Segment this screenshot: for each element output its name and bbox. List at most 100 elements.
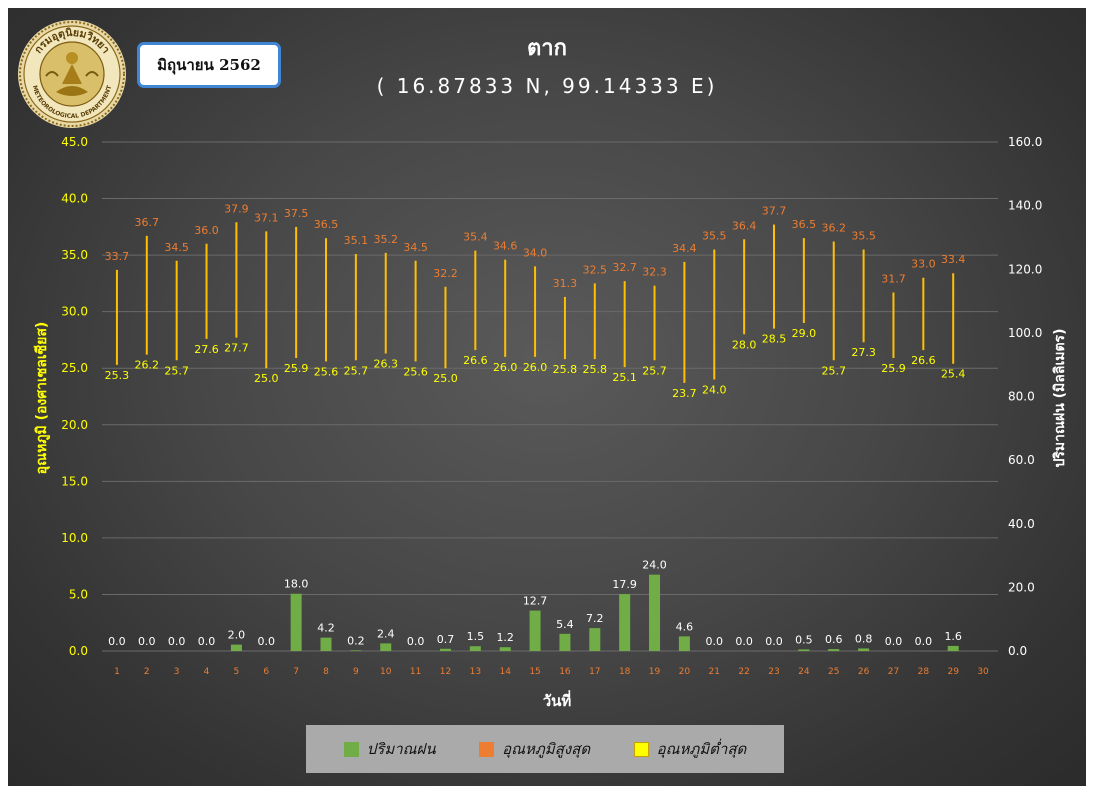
chart-frame: กรมอุตุนิยมวิทยา METEOROLOGICAL DEPARTME… <box>8 8 1086 786</box>
rain-bar <box>828 649 840 651</box>
tmin-data-label: 25.8 <box>583 363 608 376</box>
tmax-data-label: 37.1 <box>254 211 279 224</box>
legend-swatch-tmin <box>633 741 649 757</box>
y-right-tick-label: 140.0 <box>1008 199 1042 213</box>
rain-bar <box>589 628 601 651</box>
tmin-data-label: 27.6 <box>194 343 219 356</box>
rain-bar <box>469 646 481 651</box>
y-left-tick-label: 30.0 <box>61 305 88 319</box>
tmin-data-label: 25.3 <box>105 369 130 382</box>
rain-bar <box>230 644 242 651</box>
tmin-data-label: 25.7 <box>164 364 189 377</box>
x-axis-label: วันที่ <box>543 690 572 710</box>
rain-bar <box>290 593 302 651</box>
tmax-data-label: 32.5 <box>583 263 608 276</box>
rain-data-label: 1.6 <box>944 630 962 643</box>
x-tick-label: 23 <box>768 667 779 677</box>
weather-chart: 0.0 33.7 25.3 0.0 36.7 26.2 0.0 34.5 25.7 0.0 36.0… <box>34 135 1068 710</box>
y-left-tick-label: 20.0 <box>61 418 88 432</box>
page-subtitle: ( 16.87833 N, 99.14333 E) <box>376 74 718 98</box>
rain-data-label: 1.5 <box>467 630 485 643</box>
tmax-data-label: 37.9 <box>224 202 249 215</box>
y-left-tick-label: 35.0 <box>61 248 88 262</box>
y-right-tick-label: 80.0 <box>1008 390 1035 404</box>
tmax-data-label: 34.5 <box>403 241 428 254</box>
rain-bar <box>649 574 661 651</box>
x-tick-label: 26 <box>858 667 870 677</box>
rain-data-label: 18.0 <box>284 578 309 591</box>
rain-data-label: 2.0 <box>228 629 246 642</box>
legend-swatch-rain <box>343 741 359 757</box>
y-left-tick-label: 0.0 <box>69 644 88 658</box>
legend-label-tmin: อุณหภูมิต่ำสุด <box>656 740 747 758</box>
y-right-tick-label: 60.0 <box>1008 453 1035 467</box>
tmax-data-label: 35.1 <box>344 234 369 247</box>
rain-data-label: 0.0 <box>915 635 933 648</box>
tmin-data-label: 25.6 <box>403 365 428 378</box>
tmax-data-label: 37.5 <box>284 207 309 220</box>
tmax-data-label: 32.3 <box>642 266 667 279</box>
y-right-tick-label: 120.0 <box>1008 262 1042 276</box>
x-tick-label: 19 <box>649 667 661 677</box>
rain-data-label: 0.5 <box>795 633 813 646</box>
rain-bar <box>529 610 541 651</box>
rain-data-label: 0.0 <box>765 635 783 648</box>
rain-data-label: 0.6 <box>825 633 843 646</box>
rain-data-label: 1.2 <box>496 631 514 644</box>
legend-item-rain: ปริมาณฝน <box>343 737 436 761</box>
rain-bars <box>230 574 959 651</box>
tmin-data-label: 26.6 <box>911 354 936 367</box>
legend-item-tmax: อุณหภูมิสูงสุด <box>479 737 590 761</box>
rain-data-label: 0.7 <box>437 633 455 646</box>
rain-data-label: 12.7 <box>523 595 548 608</box>
tmax-data-label: 33.4 <box>941 253 966 266</box>
rain-bar <box>320 637 332 651</box>
x-tick-label: 16 <box>559 667 571 677</box>
tmax-data-label: 34.5 <box>164 241 189 254</box>
tmax-data-label: 34.4 <box>672 242 697 255</box>
legend-label-rain: ปริมาณฝน <box>366 740 436 758</box>
y-left-tick-label: 5.0 <box>69 587 88 601</box>
tmax-data-label: 35.2 <box>373 233 398 246</box>
rain-data-label: 0.0 <box>407 635 425 648</box>
x-tick-label: 11 <box>410 667 421 677</box>
axes: 0.05.010.015.020.025.030.035.040.045.00.… <box>34 135 1068 710</box>
rain-bar <box>947 645 959 651</box>
legend: ปริมาณฝน อุณหภูมิสูงสุด อุณหภูมิต่ำสุด <box>306 725 784 773</box>
rain-data-label: 17.9 <box>612 578 637 591</box>
tmax-data-label: 32.7 <box>612 261 637 274</box>
tmax-data-label: 31.3 <box>553 277 578 290</box>
rain-bar <box>678 636 690 651</box>
temperature-range-lines <box>115 222 955 383</box>
y-left-tick-label: 40.0 <box>61 192 88 206</box>
y-left-tick-label: 45.0 <box>61 135 88 149</box>
tmin-data-label: 25.7 <box>642 364 667 377</box>
tmax-data-label: 34.6 <box>493 240 518 253</box>
x-tick-label: 7 <box>293 667 299 677</box>
tmin-data-label: 26.6 <box>463 354 488 367</box>
x-tick-label: 27 <box>888 667 899 677</box>
x-tick-label: 6 <box>263 667 269 677</box>
tmin-data-label: 25.7 <box>821 364 846 377</box>
tmin-data-label: 23.7 <box>672 387 697 400</box>
rain-data-label: 0.0 <box>885 635 903 648</box>
rain-data-label: 0.0 <box>735 635 753 648</box>
tmin-data-label: 25.4 <box>941 368 966 381</box>
y-right-tick-label: 40.0 <box>1008 517 1035 531</box>
x-tick-label: 8 <box>323 667 329 677</box>
month-label-box: มิถุนายน 2562 <box>137 42 281 88</box>
tmin-data-label: 25.9 <box>284 362 309 375</box>
tmax-data-label: 36.2 <box>821 222 846 235</box>
tmax-data-label: 37.7 <box>762 205 787 218</box>
x-tick-label: 28 <box>918 667 930 677</box>
x-tick-label: 20 <box>679 667 691 677</box>
x-tick-label: 14 <box>499 667 511 677</box>
x-tick-label: 4 <box>204 667 210 677</box>
tmax-data-label: 35.5 <box>702 229 727 242</box>
rain-data-label: 24.0 <box>642 559 667 572</box>
meteorological-department-seal-icon: กรมอุตุนิยมวิทยา METEOROLOGICAL DEPARTME… <box>18 20 126 128</box>
tmax-data-label: 36.5 <box>792 218 817 231</box>
tmax-data-label: 33.0 <box>911 258 936 271</box>
tmin-data-label: 27.3 <box>851 346 876 359</box>
x-tick-label: 22 <box>738 667 749 677</box>
